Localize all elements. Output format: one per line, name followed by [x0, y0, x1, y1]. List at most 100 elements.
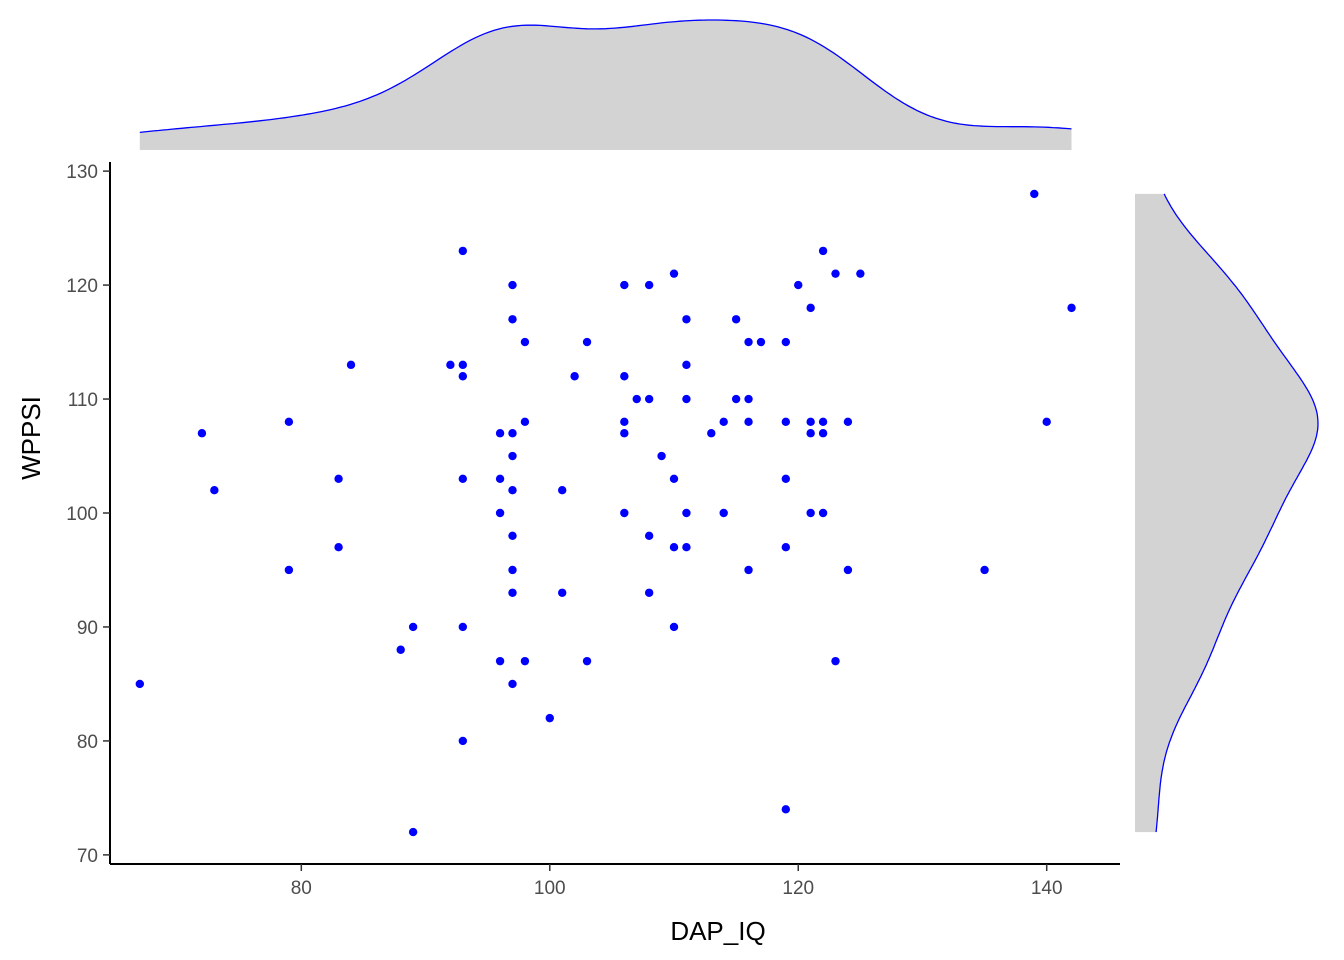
- scatter-points: [135, 189, 1076, 837]
- scatter-point: [1042, 417, 1051, 427]
- x-tick-label: 140: [1031, 878, 1063, 899]
- scatter-point: [719, 508, 728, 518]
- scatter-point: [495, 429, 505, 438]
- y-tick-label: 110: [68, 390, 98, 411]
- scatter-point: [458, 622, 468, 632]
- scatter-point: [669, 542, 679, 552]
- scatter-point: [980, 565, 989, 575]
- scatter-point: [520, 337, 530, 347]
- scatter-point: [831, 269, 840, 278]
- scatter-point: [756, 337, 766, 347]
- scatter-point: [682, 315, 691, 324]
- scatter-point: [334, 474, 343, 484]
- scatter-point: [495, 508, 505, 518]
- scatter-point: [744, 565, 753, 575]
- scatter-point: [806, 303, 815, 313]
- scatter-point: [818, 508, 828, 518]
- y-tick-label: 80: [77, 732, 98, 753]
- scatter-point: [495, 656, 505, 666]
- y-tick-label: 70: [77, 846, 98, 867]
- scatter-point: [669, 622, 679, 632]
- scatter-point: [396, 645, 405, 654]
- x-tick-label: 120: [782, 878, 814, 899]
- scatter-point: [284, 565, 294, 575]
- y-tick-label: 120: [66, 276, 98, 297]
- scatter-point: [707, 429, 716, 438]
- scatter-point: [458, 372, 468, 381]
- scatter-point: [781, 474, 791, 484]
- y-density-line: [1155, 193, 1319, 833]
- scatter-point: [644, 531, 654, 540]
- scatter-point: [669, 474, 679, 484]
- x-density-line: [139, 19, 1072, 134]
- scatter-point: [508, 486, 517, 495]
- scatter-point: [508, 280, 517, 290]
- scatter-point: [582, 656, 592, 666]
- scatter-point: [408, 622, 418, 632]
- scatter-point: [346, 360, 356, 370]
- scatter-point: [744, 394, 753, 404]
- scatter-point: [520, 417, 530, 427]
- scatter-point: [731, 315, 741, 324]
- scatter-point: [508, 588, 517, 597]
- axes: [109, 162, 1120, 865]
- scatter-point: [781, 337, 791, 347]
- scatter-point: [806, 508, 815, 518]
- scatter-point: [620, 372, 629, 381]
- scatter-point: [620, 508, 629, 518]
- y-tick-label: 130: [66, 162, 98, 183]
- y-tick-label: 100: [66, 504, 98, 525]
- scatter-point: [582, 337, 592, 347]
- x-axis-ticks: 80 100 120 140: [291, 864, 1063, 899]
- y-tick-label: 90: [77, 618, 98, 639]
- scatter-point: [657, 451, 666, 461]
- scatter-point: [558, 588, 567, 597]
- scatter-point: [806, 417, 815, 427]
- scatter-point: [806, 429, 815, 438]
- x-tick-label: 100: [534, 878, 566, 899]
- scatter-point: [495, 474, 505, 484]
- scatter-point: [843, 565, 853, 575]
- scatter-point: [682, 508, 691, 518]
- scatter-point: [632, 394, 641, 404]
- scatter-point: [508, 531, 517, 540]
- scatter-point: [284, 417, 294, 427]
- scatter-point: [644, 588, 654, 597]
- scatter-point: [620, 417, 629, 427]
- y-axis-title: WPPSI: [16, 396, 46, 480]
- x-marginal-density: [139, 19, 1072, 150]
- scatter-point: [669, 269, 679, 278]
- scatter-point: [856, 269, 865, 278]
- scatter-point: [446, 360, 455, 370]
- scatter-point: [197, 429, 207, 438]
- scatter-point: [1030, 189, 1039, 199]
- scatter-point: [744, 417, 753, 427]
- scatter-point: [744, 337, 753, 347]
- scatter-point: [458, 736, 468, 746]
- scatter-point: [620, 280, 629, 290]
- scatter-point: [818, 246, 828, 256]
- x-tick-label: 80: [291, 878, 312, 899]
- scatter-point: [831, 656, 840, 666]
- scatter-point: [843, 417, 853, 427]
- scatter-point: [620, 429, 629, 438]
- scatter-point: [408, 827, 418, 837]
- scatter-point: [458, 474, 468, 484]
- scatter-point: [458, 360, 468, 370]
- scatter-point: [508, 565, 517, 575]
- y-axis-ticks: 70 80 90 100 110 120 130: [66, 162, 110, 867]
- scatter-point: [682, 542, 691, 552]
- y-density-area: [1135, 193, 1318, 833]
- x-axis-title: DAP_IQ: [670, 916, 765, 946]
- scatter-point: [458, 246, 468, 256]
- scatter-point: [570, 372, 579, 381]
- scatter-point: [818, 429, 828, 438]
- scatter-point: [545, 713, 554, 723]
- scatter-point: [818, 417, 828, 427]
- scatter-point: [781, 417, 791, 427]
- scatter-point: [682, 360, 691, 370]
- scatter-point: [508, 315, 517, 324]
- y-marginal-density: [1135, 193, 1319, 833]
- scatter-point: [781, 805, 791, 814]
